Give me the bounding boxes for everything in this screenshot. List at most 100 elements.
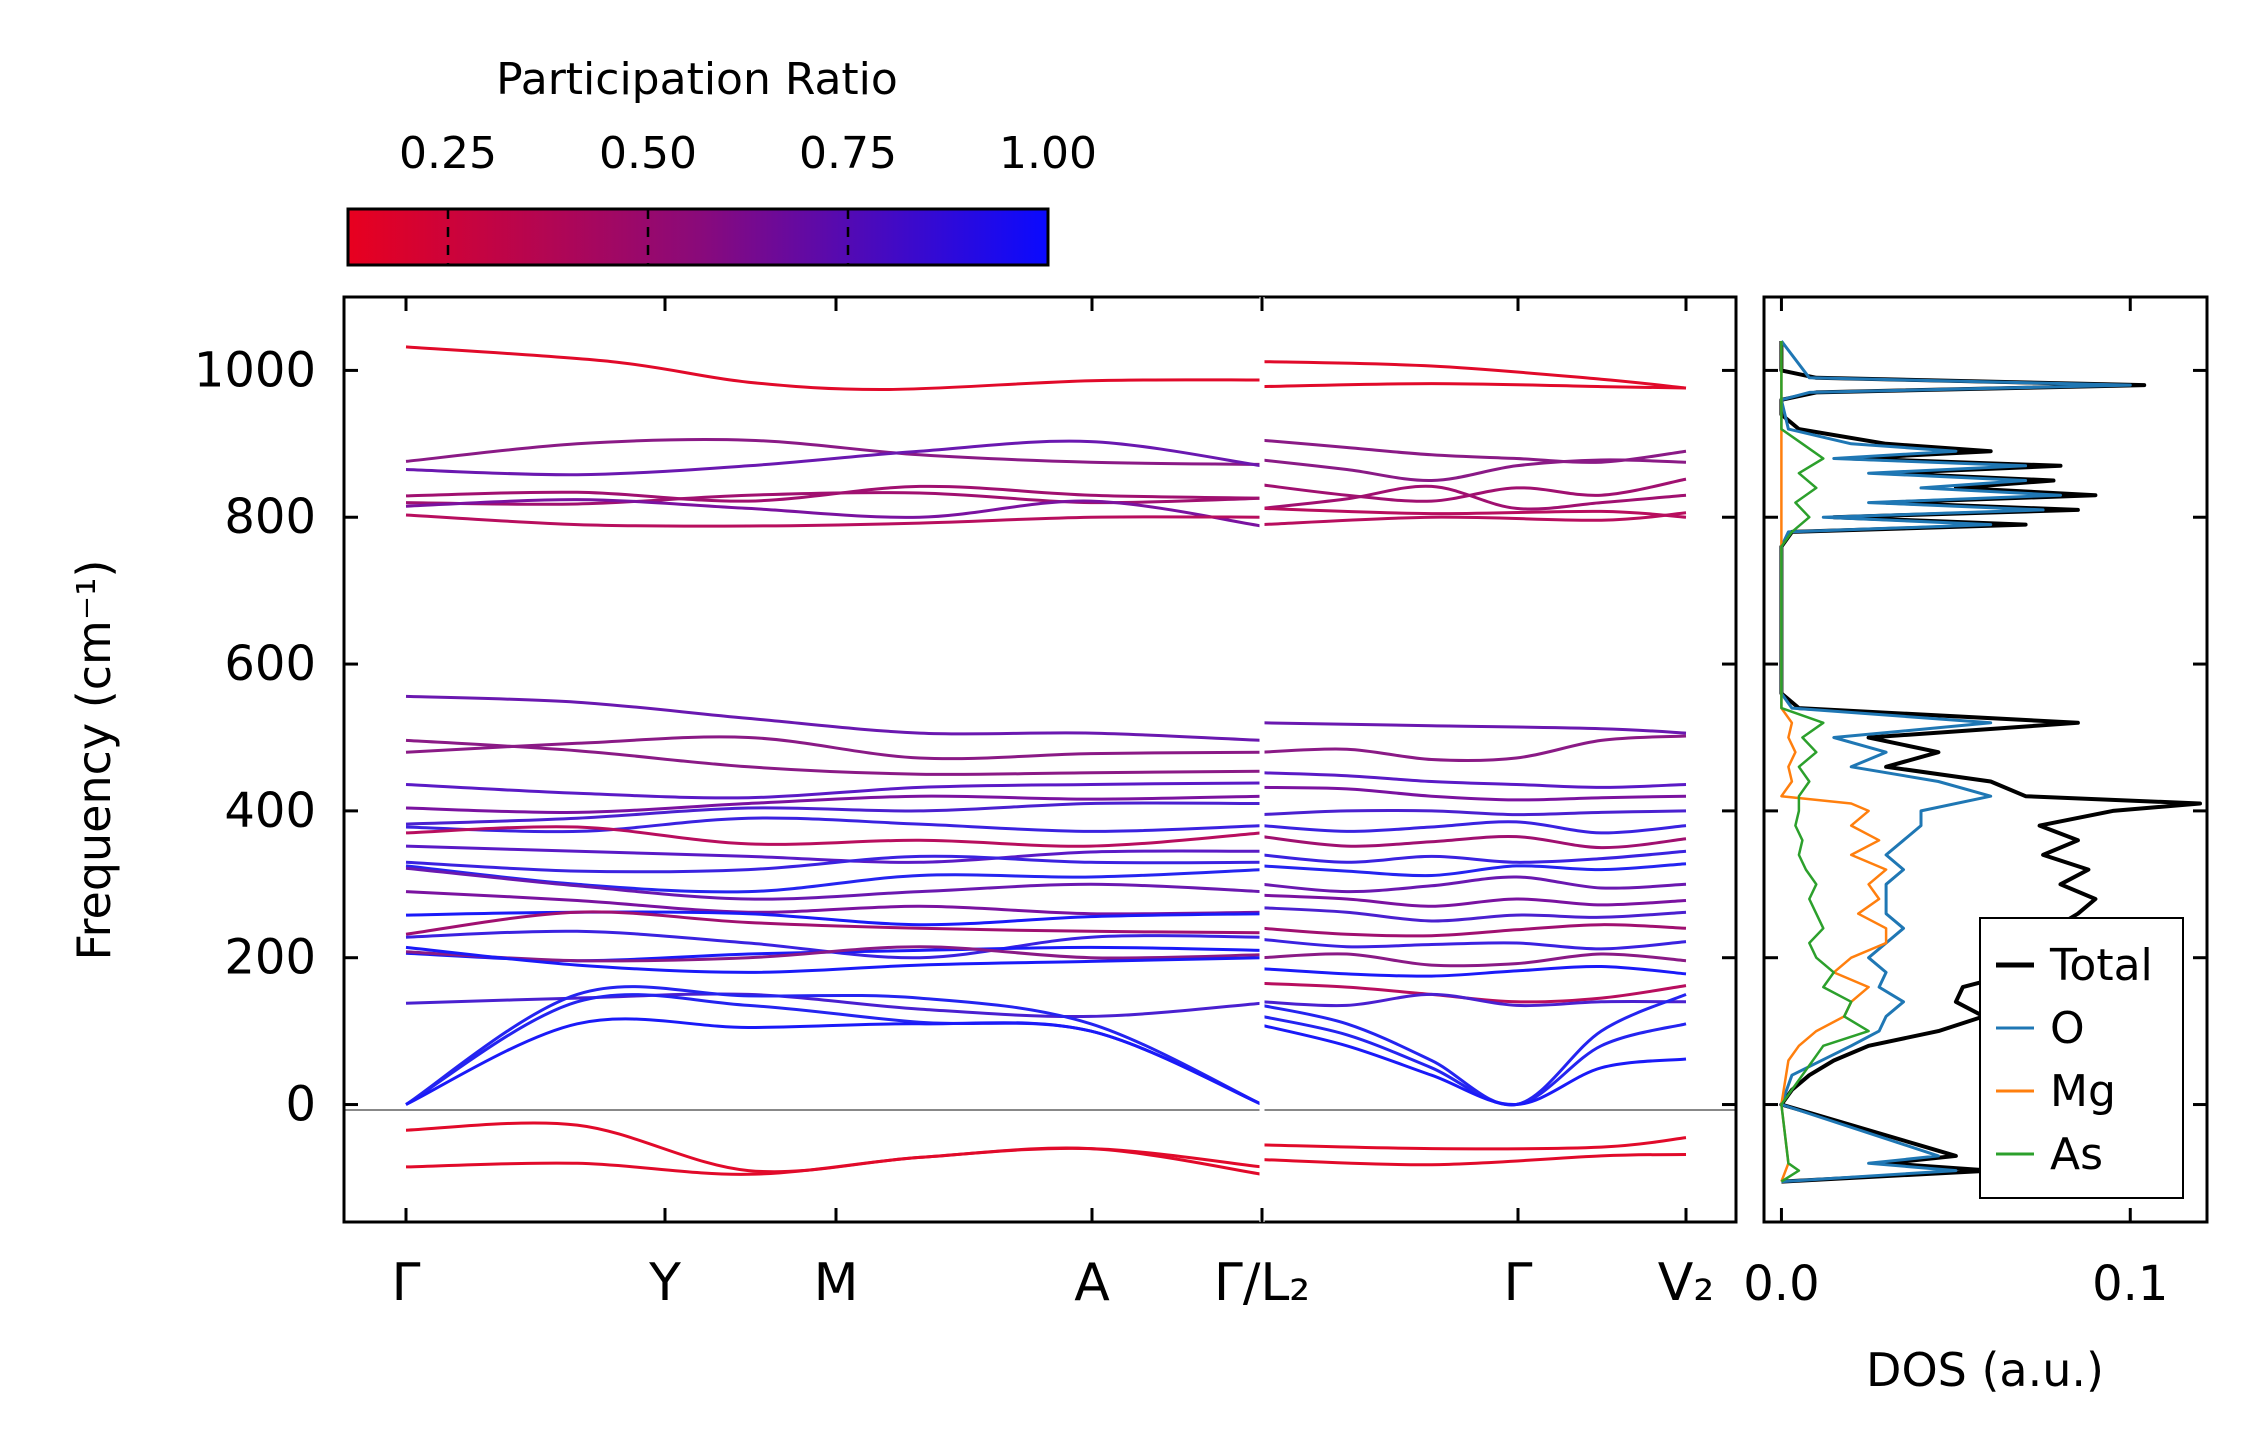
y-tick-label: 800 bbox=[224, 489, 316, 545]
phonon-band bbox=[1261, 438, 1687, 464]
dos-curves bbox=[1779, 340, 2202, 1184]
colorbar: Participation Ratio 0.25 0.50 0.75 1.00 bbox=[346, 54, 1097, 267]
y-tick-label: 400 bbox=[224, 783, 316, 839]
dos-panel: 0.0 0.1 DOS (a.u.) Total O Mg As bbox=[1743, 295, 2209, 1397]
phonon-band bbox=[1261, 511, 1687, 527]
phonon-band bbox=[405, 825, 1263, 848]
band-structure-panel: 0 200 400 600 800 1000 Γ Y M A Γ/L₂ Γ V₂ Frequency … bbox=[67, 295, 1738, 1313]
phonon-band bbox=[1261, 820, 1687, 835]
y-tick-label: 0 bbox=[285, 1077, 316, 1133]
phonon-band bbox=[1261, 992, 1687, 1008]
phonon-band bbox=[405, 890, 1263, 916]
kpoint-label: Γ bbox=[392, 1253, 421, 1313]
phonon-band bbox=[1261, 785, 1687, 802]
phonon-band bbox=[1261, 1136, 1687, 1151]
phonon-band bbox=[1261, 734, 1687, 763]
band-plot-frame bbox=[342, 295, 1738, 1224]
y-tick-label: 1000 bbox=[194, 342, 316, 398]
phonon-band bbox=[1261, 771, 1687, 789]
colorbar-tick-label: 0.50 bbox=[599, 128, 697, 179]
dos-x-tick-label: 0.0 bbox=[1743, 1256, 1819, 1312]
kpoint-label: Γ/L₂ bbox=[1214, 1253, 1310, 1313]
kpoint-label: M bbox=[814, 1253, 859, 1313]
phonon-band bbox=[1261, 834, 1687, 850]
dos-axis-label: DOS (a.u.) bbox=[1866, 1343, 2104, 1397]
phonon-band bbox=[1261, 721, 1687, 735]
phonon-band bbox=[1261, 937, 1687, 951]
colorbar-gradient bbox=[346, 207, 1050, 267]
colorbar-title: Participation Ratio bbox=[496, 54, 898, 105]
phonon-band bbox=[405, 929, 1263, 960]
phonon-band bbox=[405, 735, 1263, 761]
frequency-axis-label: Frequency (cm⁻¹) bbox=[67, 560, 121, 961]
phonon-band bbox=[1261, 360, 1687, 390]
phonon-band bbox=[1261, 1023, 1687, 1107]
phonon-band bbox=[1261, 862, 1687, 878]
dos-curve-as bbox=[1780, 341, 1870, 1183]
phonon-band bbox=[1261, 382, 1687, 390]
phonon-band bbox=[405, 866, 1263, 901]
y-tick-label: 600 bbox=[224, 636, 316, 692]
phonon-band bbox=[405, 498, 1263, 528]
dos-plot-frame bbox=[1762, 295, 2209, 1224]
colorbar-tick-label: 0.75 bbox=[799, 128, 897, 179]
legend-label-total: Total bbox=[2049, 940, 2153, 991]
phonon-band bbox=[1261, 923, 1687, 938]
dos-curve-total bbox=[1779, 341, 2202, 1184]
phonon-band bbox=[405, 844, 1263, 864]
phonon-band bbox=[405, 945, 1263, 974]
phonon-band bbox=[405, 345, 1263, 392]
phonon-band bbox=[405, 816, 1263, 834]
phonon-band bbox=[1261, 952, 1687, 968]
legend-label-as: As bbox=[2050, 1129, 2103, 1180]
phonon-band bbox=[405, 992, 1263, 1019]
phonon-band bbox=[405, 491, 1263, 506]
phonon-band bbox=[1261, 964, 1687, 978]
colorbar-ticks: 0.25 0.50 0.75 1.00 bbox=[399, 128, 1097, 265]
dos-curve-mg bbox=[1780, 341, 1888, 1183]
dos-axis: 0.0 0.1 bbox=[1743, 297, 2207, 1312]
phonon-band bbox=[405, 439, 1263, 477]
phonon-band bbox=[1261, 506, 1687, 519]
dos-x-tick-label: 0.1 bbox=[2092, 1256, 2168, 1312]
phonon-band bbox=[1261, 875, 1687, 894]
frequency-axis: 0 200 400 600 800 1000 bbox=[194, 342, 1736, 1133]
phonon-band bbox=[405, 993, 1263, 1106]
kpoint-label: V₂ bbox=[1658, 1253, 1714, 1313]
phonon-band bbox=[405, 1017, 1263, 1106]
phonon-band bbox=[405, 694, 1263, 742]
kpoint-label: Y bbox=[648, 1253, 681, 1313]
phonon-band bbox=[1261, 458, 1687, 483]
phonon-band bbox=[405, 910, 1263, 936]
y-tick-label: 200 bbox=[224, 930, 316, 986]
phonon-band bbox=[405, 801, 1263, 826]
phonon-band bbox=[1261, 808, 1687, 817]
phonon-band bbox=[1261, 1153, 1687, 1167]
kpoint-label: Γ bbox=[1504, 1253, 1533, 1313]
kpath-axis: Γ Y M A Γ/L₂ Γ V₂ bbox=[392, 297, 1714, 1313]
phonon-band bbox=[405, 794, 1263, 814]
phonon-band bbox=[405, 781, 1263, 800]
phonon-band bbox=[1261, 993, 1687, 1107]
phonon-band bbox=[405, 985, 1263, 1106]
phonon-band bbox=[1261, 893, 1687, 908]
phonon-band bbox=[405, 738, 1263, 776]
legend-label-o: O bbox=[2050, 1003, 2085, 1054]
phonon-band bbox=[405, 437, 1263, 466]
phonon-band bbox=[1261, 906, 1687, 923]
phonon-band bbox=[1261, 484, 1687, 511]
phonon-band bbox=[1261, 1014, 1687, 1107]
kpoint-label: A bbox=[1074, 1253, 1110, 1313]
dos-curve-o bbox=[1779, 340, 2132, 1184]
phonon-band bbox=[1261, 477, 1687, 503]
phonon-bands bbox=[405, 345, 1687, 1176]
colorbar-tick-label: 0.25 bbox=[399, 128, 497, 179]
phonon-band bbox=[1261, 849, 1687, 864]
phonon-band bbox=[405, 945, 1263, 963]
legend-label-mg: Mg bbox=[2050, 1066, 2116, 1117]
phonon-band bbox=[405, 513, 1263, 528]
colorbar-tick-label: 1.00 bbox=[999, 128, 1097, 179]
phonon-band bbox=[405, 854, 1263, 874]
phonon-band bbox=[405, 1146, 1263, 1176]
